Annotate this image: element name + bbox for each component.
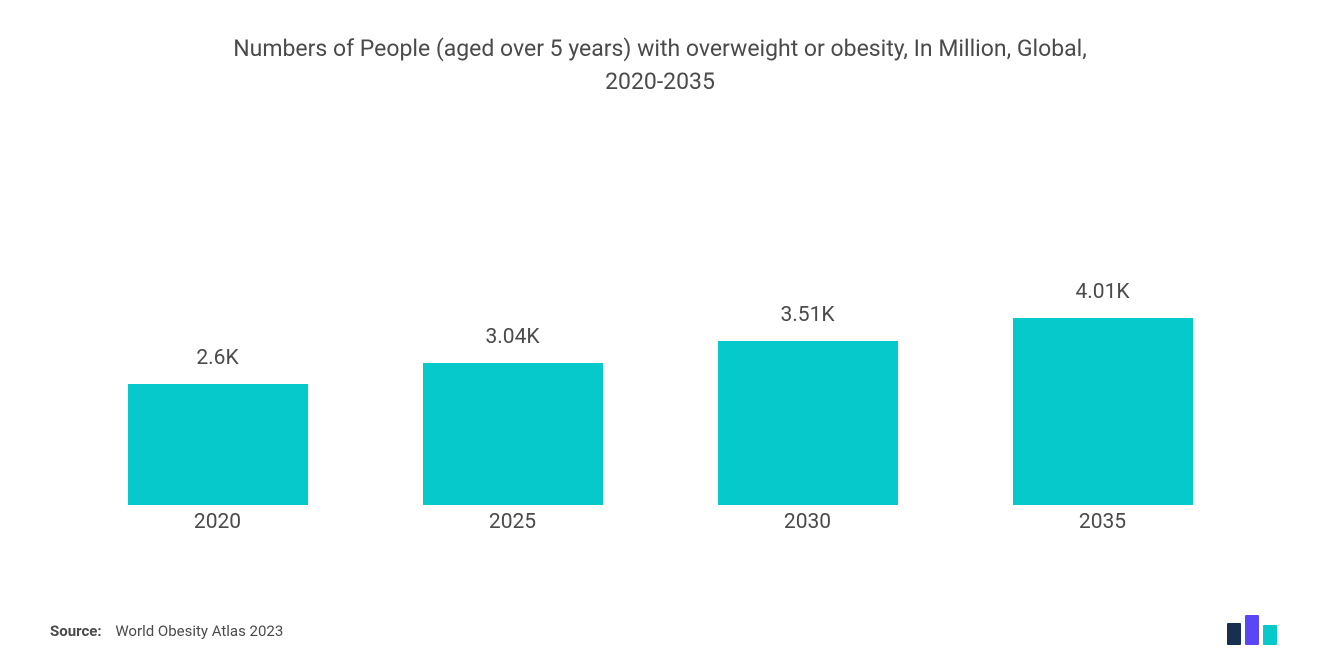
source-text: World Obesity Atlas 2023	[115, 622, 283, 640]
source-label: Source:	[50, 622, 102, 640]
chart-title-line1: Numbers of People (aged over 5 years) wi…	[233, 35, 1087, 62]
source-citation: Source: World Obesity Atlas 2023	[50, 622, 283, 640]
brand-logo	[1225, 611, 1285, 645]
bar-value-label: 3.04K	[485, 325, 539, 349]
bar	[423, 363, 603, 505]
x-axis-labels: 2020202520302035	[70, 510, 1250, 534]
chart-title: Numbers of People (aged over 5 years) wi…	[0, 0, 1320, 99]
x-axis-label: 2030	[660, 510, 955, 534]
bar	[128, 384, 308, 505]
bar-value-label: 2.6K	[196, 346, 238, 370]
bar-group: 2.6K	[70, 155, 365, 505]
bar-value-label: 3.51K	[780, 303, 834, 327]
bar	[718, 341, 898, 505]
bar-group: 4.01K	[955, 155, 1250, 505]
x-axis-label: 2035	[955, 510, 1250, 534]
bar-value-label: 4.01K	[1075, 280, 1129, 304]
plot-area: 2.6K 3.04K 3.51K 4.01K	[70, 155, 1250, 505]
x-axis-label: 2025	[365, 510, 660, 534]
x-axis-label: 2020	[70, 510, 365, 534]
bar	[1013, 318, 1193, 505]
chart-title-line2: 2020-2035	[605, 68, 715, 95]
bar-group: 3.04K	[365, 155, 660, 505]
bar-group: 3.51K	[660, 155, 955, 505]
